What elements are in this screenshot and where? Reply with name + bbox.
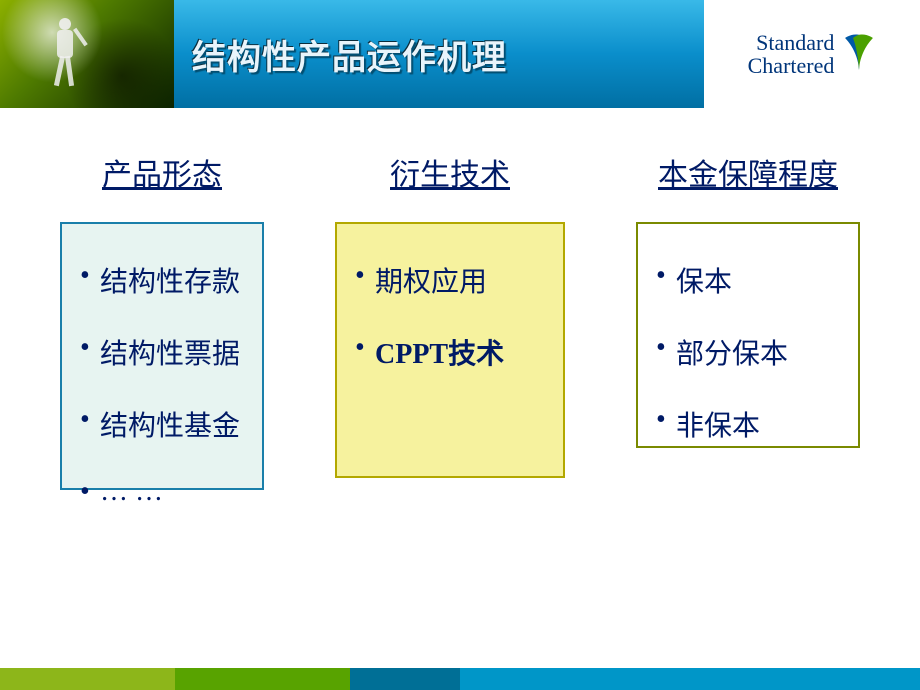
slide-title: 结构性产品运作机理 [192,30,507,79]
item-list: 结构性存款结构性票据结构性基金 … … [76,260,248,508]
logo-panel: Standard Chartered [704,0,920,108]
logo-line2: Chartered [748,54,835,77]
column-box: 期权应用 CPPT技术 [335,222,565,478]
item-list: 期权应用 CPPT技术 [351,260,549,372]
item-list: 保本部分保本非保本 [652,260,844,444]
list-item: 保本 [652,260,844,300]
header-image [0,0,174,108]
list-item: 非保本 [652,404,844,444]
header-band: 结构性产品运作机理 Standard Chartered [0,0,920,108]
column-0: 产品形态结构性存款结构性票据结构性基金… … [60,150,264,490]
bottom-band-segment [0,668,175,690]
column-1: 衍生技术期权应用 CPPT技术 [335,150,565,490]
content-area: 产品形态结构性存款结构性票据结构性基金… …衍生技术期权应用CPPT技术本金保障… [0,150,920,490]
bottom-band-segment [350,668,460,690]
column-title: 本金保障程度 [658,150,838,194]
bottom-band-segment [460,668,920,690]
logo-mark-icon [842,32,876,76]
list-item: … … [76,476,248,508]
logo-text: Standard Chartered [748,31,835,77]
column-box: 保本部分保本非保本 [636,222,860,448]
list-item: 结构性票据 [76,332,248,372]
list-item: CPPT技术 [351,332,549,372]
column-title: 产品形态 [102,150,222,194]
column-box: 结构性存款结构性票据结构性基金… … [60,222,264,490]
logo-line1: Standard [748,31,835,54]
list-item: 期权应用 [351,260,549,300]
standard-chartered-logo: Standard Chartered [748,31,877,77]
list-item: 结构性基金 [76,404,248,444]
title-band: 结构性产品运作机理 [174,0,704,108]
column-2: 本金保障程度保本部分保本非保本 [636,150,860,490]
column-title: 衍生技术 [390,150,510,194]
tennis-player-icon [45,18,85,93]
list-item: 结构性存款 [76,260,248,300]
bottom-band [0,668,920,690]
columns-row: 产品形态结构性存款结构性票据结构性基金… …衍生技术期权应用CPPT技术本金保障… [60,150,860,490]
bottom-band-segment [175,668,350,690]
list-item: 部分保本 [652,332,844,372]
